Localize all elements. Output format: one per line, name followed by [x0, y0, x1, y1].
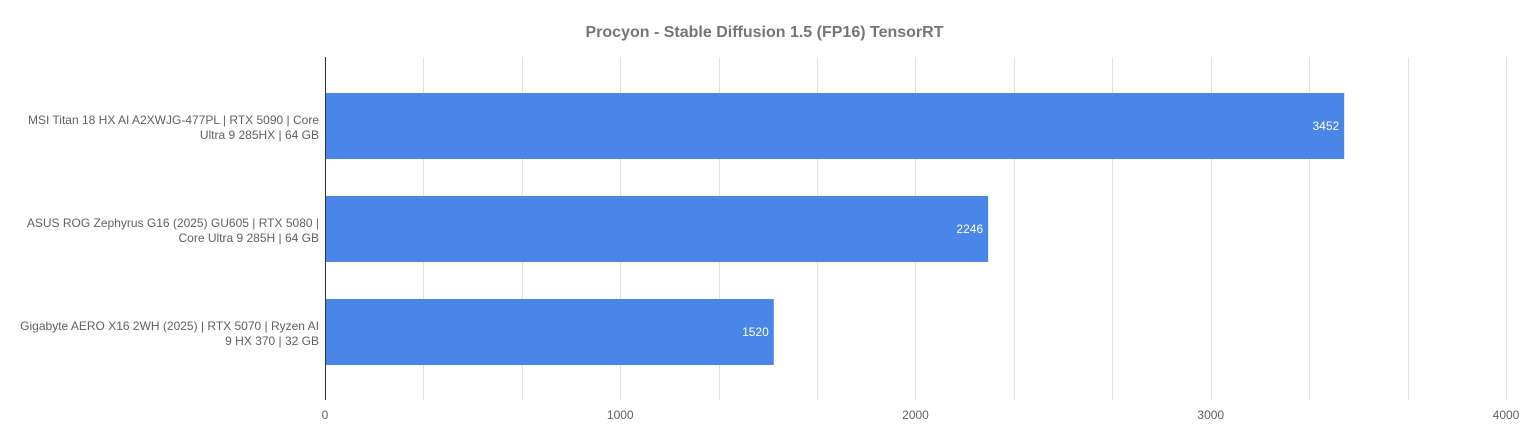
x-axis-ticks: 0 1000 2000 3000 4000	[322, 408, 1520, 422]
bar	[325, 196, 989, 262]
bar	[325, 299, 774, 365]
x-tick-label: 1000	[607, 408, 634, 422]
bars: 3452 2246 1520	[325, 93, 1345, 365]
data-label: 3452	[1312, 119, 1339, 133]
x-tick-label: 2000	[902, 408, 929, 422]
category-label: ASUS ROG Zephyrus G16 (2025) GU605 | RTX…	[27, 216, 319, 245]
category-label: MSI Titan 18 HX AI A2XWJG-477PL | RTX 50…	[28, 113, 319, 142]
bar	[325, 93, 1345, 159]
x-tick-label: 3000	[1197, 408, 1224, 422]
data-label: 2246	[956, 222, 983, 236]
category-label: Gigabyte AERO X16 2WH (2025) | RTX 5070 …	[20, 319, 319, 348]
category-labels: MSI Titan 18 HX AI A2XWJG-477PL | RTX 50…	[20, 113, 319, 348]
x-tick-label: 4000	[1493, 408, 1520, 422]
data-label: 1520	[742, 325, 769, 339]
chart-title: Procyon - Stable Diffusion 1.5 (FP16) Te…	[586, 24, 944, 41]
x-tick-label: 0	[322, 408, 329, 422]
